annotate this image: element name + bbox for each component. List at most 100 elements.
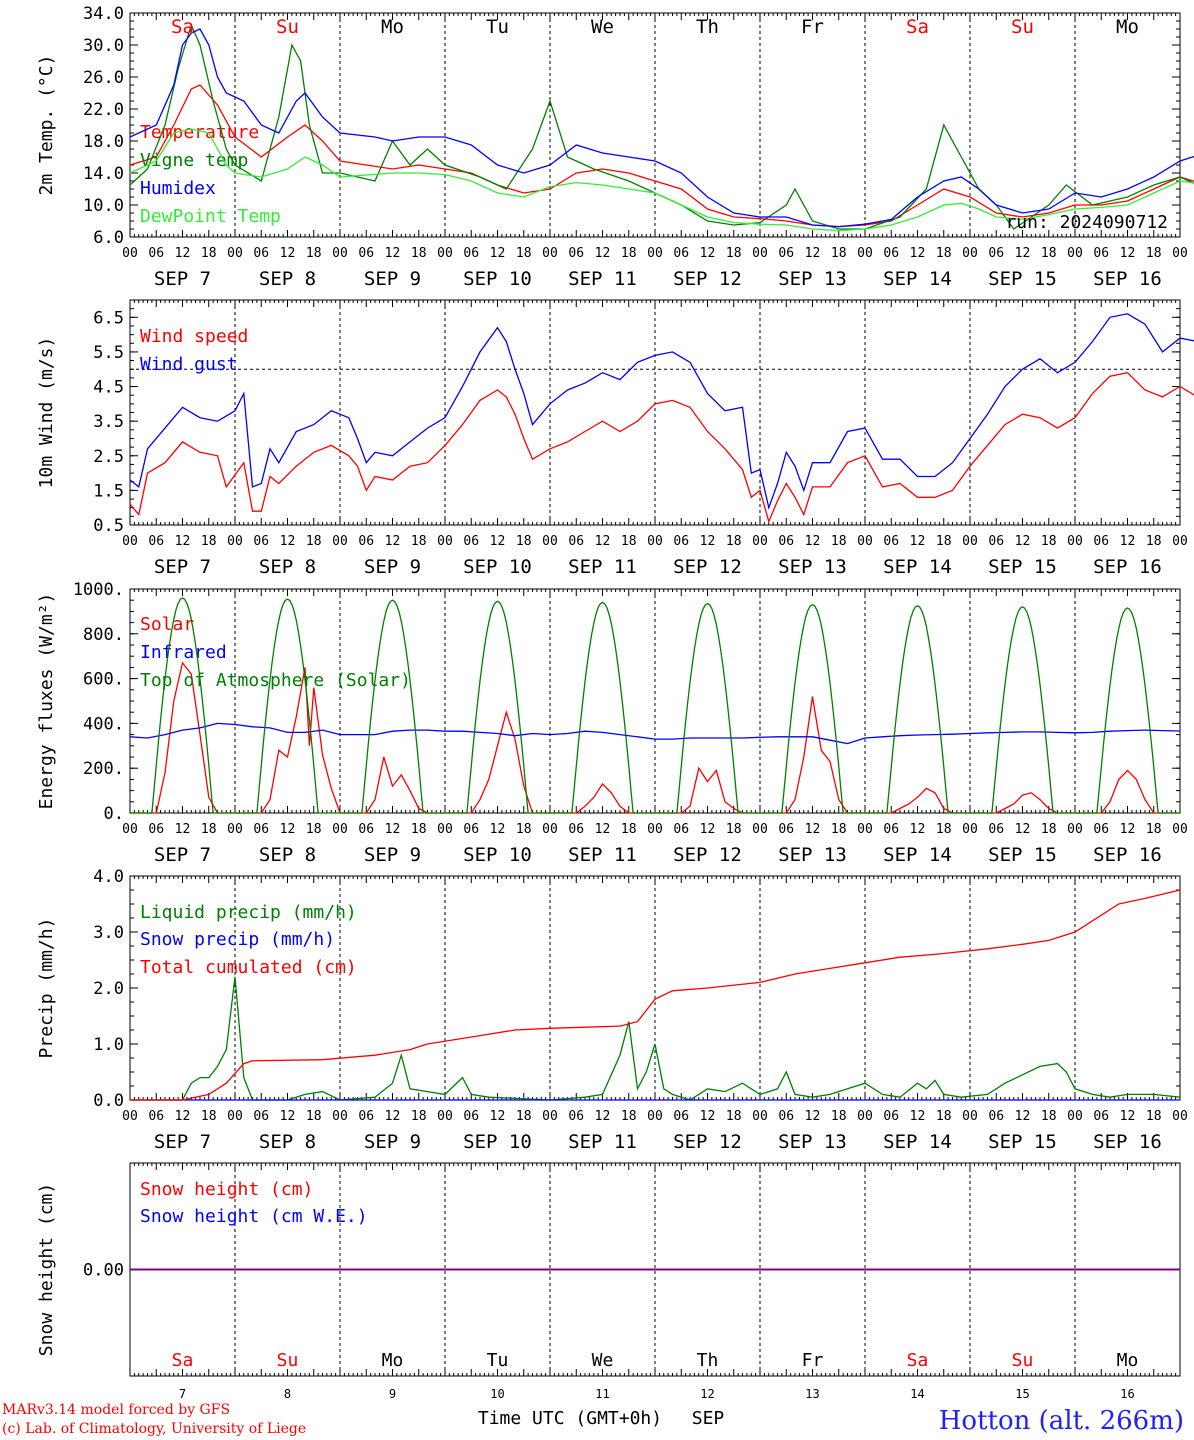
- hour-tick-label: 18: [1041, 246, 1057, 261]
- hour-tick-label: 12: [175, 246, 191, 261]
- legend-entry: Snow height (cm): [140, 1179, 313, 1200]
- hour-tick-label: 18: [621, 822, 637, 837]
- hour-tick-label: 12: [1120, 534, 1136, 549]
- y-tick-label: 4.5: [93, 378, 124, 398]
- day-label: SEP 12: [673, 844, 742, 866]
- weekday-label: Su: [276, 16, 299, 38]
- hour-tick-label: 00: [1067, 534, 1083, 549]
- weekday-label: Sa: [171, 16, 194, 38]
- hour-tick-label: 06: [673, 1109, 689, 1124]
- y-tick-label: 0.00: [83, 1261, 124, 1281]
- weekday-label: Su: [1011, 16, 1034, 38]
- day-label: SEP 10: [463, 556, 532, 578]
- hour-tick-label: 06: [463, 534, 479, 549]
- hour-tick-label: 18: [1041, 1109, 1057, 1124]
- hour-tick-label: 12: [280, 1109, 296, 1124]
- hour-tick-label: 12: [1015, 1109, 1031, 1124]
- series-line-liquid-precip-mm-h-: [130, 976, 1181, 1101]
- hour-tick-label: 18: [516, 1109, 532, 1124]
- day-label: SEP 15: [988, 844, 1057, 866]
- hour-tick-label: 18: [306, 1109, 322, 1124]
- hour-tick-label: 00: [437, 822, 453, 837]
- legend-entry: Solar: [140, 614, 194, 635]
- series-line-infrared: [129, 722, 1181, 745]
- hour-tick-label: 00: [1172, 534, 1188, 549]
- day-label: SEP 10: [463, 844, 532, 866]
- hour-tick-label: 12: [1120, 1109, 1136, 1124]
- hour-tick-label: 12: [490, 822, 506, 837]
- hour-tick-label: 18: [1041, 822, 1057, 837]
- plot-frame: [129, 12, 1181, 238]
- day-number-label: 7: [179, 1387, 186, 1401]
- hour-tick-label: 12: [280, 822, 296, 837]
- weekday-label-bottom: Sa: [907, 1350, 929, 1371]
- hour-tick-label: 18: [726, 246, 742, 261]
- hour-tick-label: 00: [647, 1109, 663, 1124]
- hour-tick-label: 06: [988, 534, 1004, 549]
- day-label: SEP 15: [988, 1131, 1057, 1153]
- hour-tick-label: 18: [201, 822, 217, 837]
- hour-tick-label: 06: [673, 534, 689, 549]
- hour-tick-label: 06: [463, 246, 479, 261]
- hour-tick-label: 12: [175, 822, 191, 837]
- legend-entry: Infrared: [140, 642, 227, 663]
- weekday-label-bottom: Fr: [802, 1350, 824, 1371]
- hour-tick-label: 00: [1172, 1109, 1188, 1124]
- y-tick-label: 1000.: [73, 580, 124, 600]
- hour-tick-label: 00: [647, 246, 663, 261]
- hour-tick-label: 12: [700, 534, 716, 549]
- weekday-label: Fr: [801, 16, 824, 38]
- hour-tick-label: 06: [1093, 1109, 1109, 1124]
- y-tick-label: 1.0: [93, 1035, 124, 1055]
- day-label: SEP 14: [883, 268, 952, 290]
- hour-tick-label: 00: [227, 1109, 243, 1124]
- hour-tick-label: 18: [516, 822, 532, 837]
- hour-tick-label: 12: [1015, 246, 1031, 261]
- day-label: SEP 15: [988, 556, 1057, 578]
- hour-tick-label: 12: [910, 822, 926, 837]
- y-axis-label: Energy fluxes (W/m²): [36, 593, 57, 810]
- day-label: SEP 11: [568, 268, 637, 290]
- hour-tick-label: 18: [936, 822, 952, 837]
- day-label: SEP 12: [673, 556, 742, 578]
- hour-tick-label: 00: [647, 534, 663, 549]
- day-number-label: 11: [595, 1387, 609, 1401]
- day-label: SEP 12: [673, 1131, 742, 1153]
- hour-tick-label: 12: [490, 246, 506, 261]
- hour-tick-label: 00: [437, 1109, 453, 1124]
- hour-tick-label: 00: [437, 246, 453, 261]
- hour-tick-label: 12: [910, 246, 926, 261]
- hour-tick-label: 06: [883, 822, 899, 837]
- hour-tick-label: 18: [411, 246, 427, 261]
- hour-tick-label: 18: [831, 822, 847, 837]
- day-label: SEP 13: [778, 1131, 847, 1153]
- hour-tick-label: 00: [122, 246, 138, 261]
- hour-tick-label: 18: [411, 534, 427, 549]
- hour-tick-label: 12: [595, 1109, 611, 1124]
- legend-entry: Wind speed: [140, 326, 248, 347]
- hour-tick-label: 12: [385, 1109, 401, 1124]
- hour-tick-label: 06: [148, 1109, 164, 1124]
- hour-tick-label: 18: [1041, 534, 1057, 549]
- hour-tick-label: 00: [542, 534, 558, 549]
- hour-tick-label: 00: [332, 534, 348, 549]
- day-label: SEP 10: [463, 1131, 532, 1153]
- hour-tick-label: 06: [463, 1109, 479, 1124]
- hour-tick-label: 06: [883, 534, 899, 549]
- hour-tick-label: 12: [490, 1109, 506, 1124]
- weekday-label-bottom: Su: [277, 1350, 299, 1371]
- hour-tick-label: 06: [568, 534, 584, 549]
- hour-tick-label: 12: [1015, 822, 1031, 837]
- y-tick-label: 3.0: [93, 923, 124, 943]
- hour-tick-label: 12: [805, 822, 821, 837]
- series-line-temperature: [129, 84, 1194, 228]
- hour-tick-label: 00: [332, 1109, 348, 1124]
- hour-tick-label: 12: [700, 822, 716, 837]
- hour-tick-label: 06: [568, 1109, 584, 1124]
- hour-tick-label: 12: [805, 534, 821, 549]
- day-label: SEP 15: [988, 268, 1057, 290]
- y-tick-label: 14.0: [83, 164, 124, 184]
- day-label: SEP 14: [883, 844, 952, 866]
- hour-tick-label: 06: [778, 246, 794, 261]
